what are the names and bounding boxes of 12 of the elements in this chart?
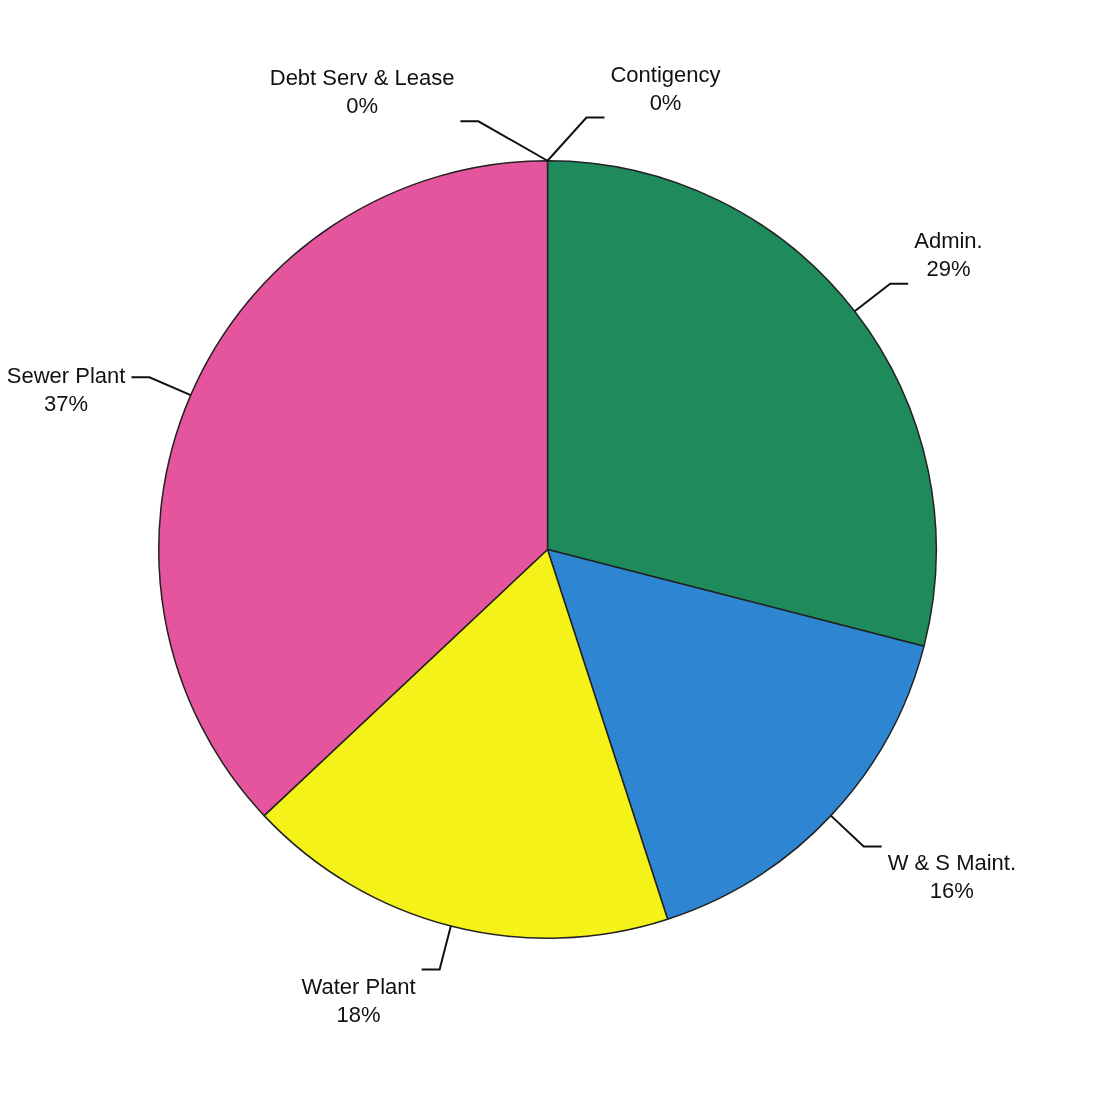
data-label: 16%: [929, 878, 974, 904]
slice-label: W & S Maint.: [887, 850, 1017, 876]
slice-label: Water Plant: [301, 973, 416, 999]
data-label: 37%: [44, 391, 89, 417]
category-label: Debt Serv & Lease: [269, 65, 455, 91]
data-label: 29%: [926, 255, 971, 281]
data-label: 18%: [336, 1001, 381, 1027]
slice-label: Admin.: [914, 227, 983, 253]
text: 0%: [649, 89, 682, 115]
text: 0%: [346, 93, 378, 119]
slice-label: Sewer Plant: [6, 363, 126, 389]
category-label: Contigency: [610, 61, 721, 87]
